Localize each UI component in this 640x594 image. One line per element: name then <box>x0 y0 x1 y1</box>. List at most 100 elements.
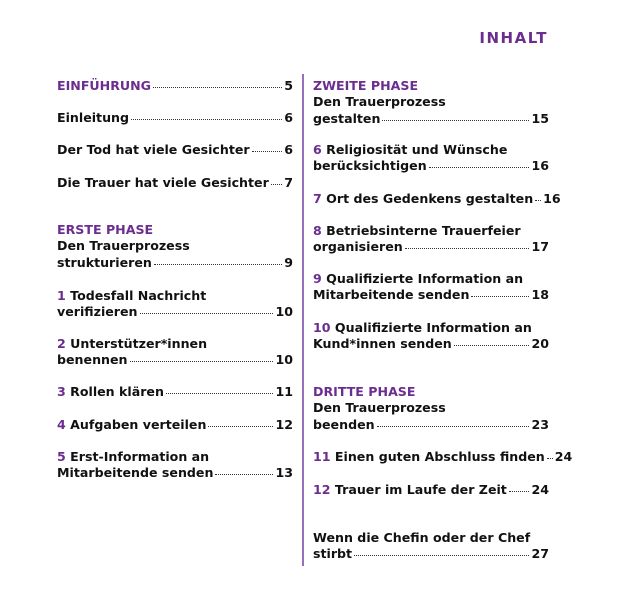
toc-entry[interactable]: 5 Erst-Information an Mitarbeitende sende… <box>57 449 293 482</box>
dot-leader <box>208 426 274 427</box>
entry-title: Trauer im Laufe der Zeit <box>334 482 507 497</box>
entry-title: Qualifizierte Information an <box>334 320 532 335</box>
page-number: 6 <box>284 142 293 157</box>
dot-leader <box>535 200 542 201</box>
toc-entry[interactable]: 6 Religiosität und Wünsche berücksichtige… <box>313 142 549 175</box>
entry-title: strukturieren <box>57 254 152 270</box>
toc-entry[interactable]: ERSTE PHASE Den Trauerprozess strukturiere… <box>57 222 293 271</box>
entry-title: Erst-Information an <box>70 449 210 464</box>
dot-leader <box>131 119 283 120</box>
page-number: 10 <box>275 304 293 320</box>
dot-leader <box>508 491 530 492</box>
page-number: 20 <box>531 336 549 352</box>
toc-entry[interactable]: 8 Betriebsinterne Trauerfeier organisiere… <box>313 223 549 256</box>
page-number: 24 <box>531 482 549 497</box>
toc-entry[interactable]: 1 Todesfall Nachricht verifizieren 10 <box>57 288 293 321</box>
chapter-number: 8 <box>313 223 327 238</box>
page-number: 11 <box>275 384 293 399</box>
page-number: 24 <box>554 449 573 464</box>
entry-title: Todesfall Nachricht <box>70 288 207 303</box>
toc-entry[interactable]: 3 Rollen klären 11 <box>57 384 293 400</box>
chapter-number: 2 <box>57 336 71 351</box>
page-number: 17 <box>531 239 549 255</box>
dot-leader <box>215 474 274 476</box>
entry-title: Der Tod hat viele Gesichter <box>57 142 250 157</box>
entry-title: gestalten <box>313 110 381 126</box>
entry-title: Einleitung <box>57 110 130 125</box>
dot-leader <box>404 248 530 250</box>
dot-leader <box>376 425 530 427</box>
toc-entry[interactable]: Der Tod hat viele Gesichter 6 <box>57 142 293 158</box>
dot-leader <box>251 151 283 152</box>
page-number: 27 <box>531 546 549 562</box>
page-number: 23 <box>531 416 549 432</box>
toc-entry[interactable]: Einleitung 6 <box>57 110 293 126</box>
chapter-number: 7 <box>313 191 327 206</box>
entry-title: EINFÜHRUNG <box>57 78 151 93</box>
entry-title: Religiosität und Wünsche <box>326 142 508 157</box>
toc-entry[interactable]: 12 Trauer im Laufe der Zeit 24 <box>313 482 549 498</box>
dot-leader <box>354 555 530 557</box>
page-number: 10 <box>275 352 293 368</box>
entry-title: Den Trauerprozess <box>313 94 446 110</box>
page-number: 13 <box>275 465 293 481</box>
entry-title: verifizieren <box>57 304 138 320</box>
dot-leader <box>546 458 553 459</box>
chapter-number: 1 <box>57 288 71 303</box>
dot-leader <box>165 393 274 394</box>
toc-entry[interactable]: 9 Qualifizierte Information an Mitarbeite… <box>313 271 549 304</box>
dot-leader <box>453 345 530 347</box>
page-number: 16 <box>531 158 549 174</box>
toc-entry[interactable]: EINFÜHRUNG 5 <box>57 78 293 94</box>
phase-heading: ERSTE PHASE <box>57 222 154 237</box>
page-number: 7 <box>284 175 293 190</box>
toc-entry[interactable]: DRITTE PHASE Den Trauerprozess beenden 23 <box>313 384 549 433</box>
toc-entry[interactable]: 10 Qualifizierte Information an Kund*inne… <box>313 320 549 353</box>
page-title: INHALT <box>479 29 548 47</box>
chapter-number: 10 <box>313 320 335 335</box>
entry-title: Die Trauer hat viele Gesichter <box>57 175 269 190</box>
entry-title: Ort des Gedenkens gestalten <box>326 191 534 206</box>
entry-title: Aufgaben verteilen <box>70 417 207 432</box>
toc-entry[interactable]: 7 Ort des Gedenkens gestalten 16 <box>313 191 561 207</box>
page-number: 18 <box>531 287 549 303</box>
dot-leader <box>153 263 283 265</box>
dot-leader <box>382 119 530 121</box>
entry-title: Qualifizierte Information an <box>326 271 524 286</box>
entry-title: Kund*innen senden <box>313 336 452 352</box>
phase-heading: ZWEITE PHASE <box>313 78 419 93</box>
entry-title: berücksichtigen <box>313 158 427 174</box>
chapter-number: 6 <box>313 142 327 157</box>
dot-leader <box>428 167 530 169</box>
chapter-number: 4 <box>57 417 71 432</box>
entry-title: Mitarbeitende senden <box>57 465 214 481</box>
entry-title: Rollen klären <box>70 384 164 399</box>
page-number: 12 <box>275 417 293 432</box>
entry-title: Wenn die Chefin oder der Chef <box>313 530 531 545</box>
toc-entry[interactable]: 11 Einen guten Abschluss finden 24 <box>313 449 572 465</box>
column-divider <box>302 74 304 566</box>
phase-heading: DRITTE PHASE <box>313 384 416 399</box>
dot-leader <box>270 184 283 185</box>
page-number: 15 <box>531 110 549 126</box>
chapter-number: 11 <box>313 449 335 464</box>
dot-leader <box>471 296 530 298</box>
entry-title: benennen <box>57 352 128 368</box>
page-number: 9 <box>284 254 293 270</box>
toc-entry[interactable]: 4 Aufgaben verteilen 12 <box>57 417 293 433</box>
entry-title: organisieren <box>313 239 403 255</box>
toc-entry[interactable]: 2 Unterstützer*innen benennen 10 <box>57 336 293 369</box>
entry-title: Den Trauerprozess <box>57 238 190 254</box>
chapter-number: 3 <box>57 384 71 399</box>
entry-title: Den Trauerprozess <box>313 400 446 416</box>
toc-entry[interactable]: Wenn die Chefin oder der Chef stirbt 27 <box>313 530 549 563</box>
toc-entry[interactable]: ZWEITE PHASE Den Trauerprozess gestalten 15 <box>313 78 549 127</box>
entry-title: Einen guten Abschluss finden <box>334 449 545 464</box>
dot-leader <box>139 313 274 315</box>
entry-title: Betriebsinterne Trauerfeier <box>326 223 521 238</box>
chapter-number: 5 <box>57 449 71 464</box>
toc-entry[interactable]: Die Trauer hat viele Gesichter 7 <box>57 175 293 191</box>
entry-title: Unterstützer*innen <box>70 336 208 351</box>
chapter-number: 12 <box>313 482 335 497</box>
